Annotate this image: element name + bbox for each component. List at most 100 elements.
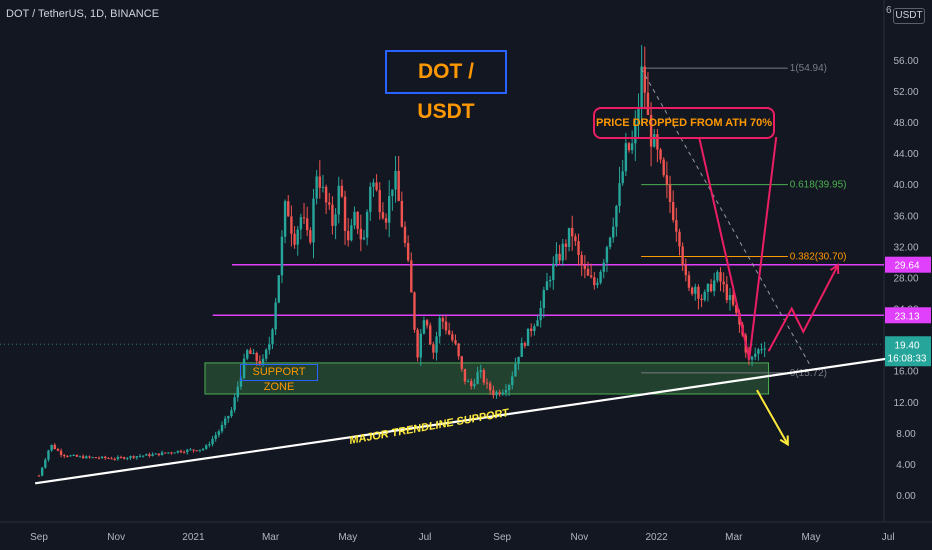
candle-body: [763, 348, 766, 350]
candle-body: [463, 368, 467, 382]
candle-body: [173, 452, 176, 454]
candles-group: [37, 45, 766, 477]
candle-body: [646, 92, 650, 115]
candle-body: [375, 182, 378, 191]
y-tick-label: 52.00: [893, 87, 918, 98]
y-tick-label: 40.00: [893, 180, 918, 191]
candle-body: [425, 320, 429, 326]
candle-body: [451, 334, 454, 341]
candle-body: [182, 452, 186, 454]
candle-body: [397, 170, 400, 201]
y-tick-label: 8.00: [896, 429, 916, 440]
symbol-title[interactable]: DOT / TetherUS, 1D, BINANCE: [6, 8, 160, 20]
last-price-tag-bg: [885, 336, 931, 367]
candle-body: [694, 286, 697, 294]
candle-body: [283, 201, 287, 237]
candle-body: [236, 386, 239, 398]
candle-body: [735, 304, 738, 313]
candle-body: [586, 268, 590, 276]
last-price-tag: 19.40: [894, 340, 919, 351]
candle-body: [154, 453, 157, 455]
candle-body: [249, 350, 252, 354]
candle-body: [498, 392, 501, 395]
candle-body: [287, 201, 290, 217]
candle-body: [612, 226, 615, 238]
candle-body: [548, 279, 552, 282]
candle-body: [577, 241, 580, 256]
note-pointer: [698, 136, 778, 360]
candle-body: [318, 176, 322, 188]
candle-body: [605, 247, 609, 263]
candle-body: [413, 292, 416, 330]
candle-body: [305, 218, 309, 231]
candle-body: [69, 455, 72, 457]
candle-body: [649, 114, 653, 147]
candle-body: [552, 263, 555, 280]
candle-body: [110, 458, 113, 460]
candle-body: [72, 455, 75, 457]
candle-body: [192, 449, 195, 451]
fib-level-label: 0.618(39.95): [790, 180, 847, 191]
major-trendline: [34, 354, 912, 485]
candle-body: [217, 431, 221, 436]
x-tick-label: 2022: [645, 532, 668, 543]
candle-body: [728, 294, 732, 301]
x-tick-label: Nov: [107, 532, 125, 543]
candle-body: [441, 317, 445, 322]
candle-body: [640, 66, 643, 108]
candle-body: [164, 452, 167, 454]
candle-body: [514, 363, 517, 377]
y-tick-label: 0.00: [896, 491, 916, 502]
x-tick-label: Jul: [882, 532, 895, 543]
candle-body: [116, 457, 120, 460]
candle-body: [656, 134, 659, 150]
fib-level-label: 1(54.94): [790, 63, 827, 74]
candle-body: [44, 459, 47, 468]
candle-body: [85, 456, 88, 459]
candle-body: [599, 271, 602, 283]
candle-body: [561, 243, 564, 261]
candle-body: [511, 376, 514, 386]
candle-body: [220, 424, 224, 432]
candle-body: [507, 385, 511, 391]
candle-body: [258, 360, 262, 364]
candle-body: [151, 454, 154, 456]
candle-body: [422, 320, 426, 334]
candle-body: [179, 450, 183, 453]
candle-body: [223, 418, 227, 425]
candle-body: [444, 321, 448, 331]
candle-body: [479, 370, 482, 372]
candle-body: [757, 349, 760, 354]
candle-body: [315, 176, 318, 199]
candle-body: [754, 353, 757, 357]
bearish-projection-arrow: [756, 389, 789, 445]
candle-body: [195, 450, 198, 452]
candle-body: [659, 149, 662, 160]
candle-body: [725, 284, 729, 301]
candle-body: [40, 467, 44, 476]
y-tick-label: 28.00: [893, 273, 918, 284]
candle-body: [381, 212, 385, 219]
candle-body: [129, 456, 132, 458]
candle-body: [394, 170, 397, 190]
candle-body: [596, 282, 599, 286]
candle-body: [372, 182, 375, 187]
fib-level-label: 0.382(30.70): [790, 251, 847, 262]
candle-body: [113, 458, 116, 460]
candle-body: [293, 233, 296, 245]
candle-body: [662, 159, 665, 176]
candle-body: [268, 344, 271, 350]
candle-body: [205, 445, 208, 449]
candle-body: [388, 196, 391, 223]
candle-body: [347, 230, 350, 241]
candle-body: [700, 298, 703, 301]
candle-body: [416, 329, 419, 358]
candle-body: [78, 456, 82, 458]
candle-body: [230, 410, 233, 417]
candle-body: [100, 456, 104, 459]
candle-body: [356, 211, 359, 229]
candle-body: [555, 253, 558, 264]
candle-body: [432, 344, 435, 353]
currency-badge[interactable]: USDT: [893, 8, 925, 24]
